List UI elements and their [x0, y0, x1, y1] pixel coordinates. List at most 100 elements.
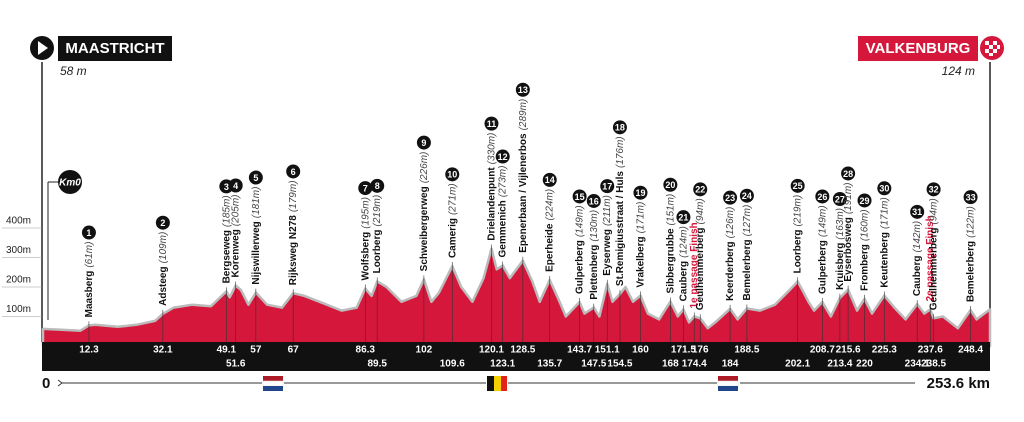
climb-number: 31: [912, 207, 922, 217]
finish-box: [858, 36, 978, 61]
climb-name: Bergseweg: [221, 230, 232, 283]
climb-name: Adsteeg: [158, 266, 169, 305]
climb-label: Adsteeg (109m): [158, 232, 169, 306]
climb-name: Cauberg: [678, 261, 689, 302]
climb-label: Rijksweg N278 (179m): [288, 180, 299, 285]
km-label: 234.1: [905, 359, 930, 370]
climb-name: Loorberg: [372, 230, 383, 274]
climb-badge: [586, 193, 601, 208]
climb-label: Korenweg (205m): [230, 194, 241, 277]
climb-badge: [926, 182, 941, 197]
climb-height: (122m): [965, 206, 976, 238]
climb-label: Gulperberg (149m): [574, 205, 585, 294]
climb-badge: [612, 120, 627, 135]
climb-label: Eperheide (224m): [544, 189, 555, 272]
climb-name: Geulhemmerberg: [695, 227, 706, 310]
climb-badge: [81, 225, 96, 240]
climb-number: 27: [835, 194, 845, 204]
climb-number: 25: [793, 181, 803, 191]
climb-badge: [857, 193, 872, 208]
climb-number: 15: [575, 192, 585, 202]
km-label: 154.5: [607, 359, 632, 370]
y-tick-label: 200m: [6, 275, 31, 286]
km-label: 160: [632, 345, 649, 356]
climb-height: (181m): [250, 187, 261, 219]
climb-height: (124m): [678, 226, 689, 258]
climb-height: (191m): [843, 182, 854, 214]
flag-nl: [717, 376, 739, 391]
climb-badge: [693, 182, 708, 197]
km0-badge: [58, 170, 82, 194]
climb-height: (127m): [742, 205, 753, 237]
climb-badge: [370, 178, 385, 193]
km-label: 248.4: [958, 345, 983, 356]
km-label: 49.1: [217, 345, 237, 356]
climb-name: Vrakelberg: [635, 236, 646, 287]
climb-number: 10: [447, 170, 457, 180]
climb-name: Eperheide: [544, 223, 555, 272]
climb-label: Bemelerberg (127m): [742, 205, 753, 301]
climb-number: 9: [421, 138, 426, 148]
climb-name: Bemelerberg: [965, 241, 976, 302]
climb-name: Gulperberg: [574, 240, 585, 294]
play-icon: [38, 41, 48, 55]
climb-name: Eyserweg: [602, 229, 613, 276]
x-axis: 0 253.6 km: [42, 375, 990, 392]
x-tick-label: 0: [42, 375, 50, 392]
climb-badge: [739, 188, 754, 203]
climb-number: 22: [695, 185, 705, 195]
climb-number: 6: [291, 167, 296, 177]
climb-badge: [445, 167, 460, 182]
start-box: [58, 36, 172, 61]
climb-name: St.Remigiusstraat / Huls: [615, 171, 626, 286]
climb-label: Schweibergerweg (226m): [419, 152, 430, 272]
climb-badge: [358, 181, 373, 196]
climb-height: (130m): [588, 210, 599, 242]
y-tick-label: 100m: [6, 304, 31, 315]
climb-badge: [248, 170, 263, 185]
climb-number: 17: [602, 181, 612, 191]
climb-number: 18: [615, 123, 625, 133]
km-bar: [42, 342, 990, 371]
climb-label: 2e passage Finish: [925, 215, 936, 301]
climb-badge: [155, 215, 170, 230]
climb-height: (94m): [928, 198, 939, 224]
climb-height: (271m): [447, 183, 458, 215]
climb-height: (219m): [372, 195, 383, 227]
km0-label: Km0: [59, 178, 81, 189]
km-label: 213.4: [827, 359, 852, 370]
climb-number: 23: [725, 193, 735, 203]
profile-area: [41, 247, 992, 348]
km-labels: 12.3 32.1 49.1 51.6 57 67 86.3 89.5 102 109.6 120.…: [79, 345, 983, 370]
climb-badge: [841, 166, 856, 181]
climb-name: Wolfsberg: [360, 232, 371, 281]
km-label: 120.1: [479, 345, 504, 356]
climb-label: Gemmenich (273m): [497, 166, 508, 258]
climb-badge: [484, 116, 499, 131]
climb-name: Epenerbaan / Vijlenerbos: [517, 133, 528, 253]
climb-height: (273m): [497, 166, 508, 198]
climb-label: Bemelerberg (122m): [965, 206, 976, 302]
climb-height: (149m): [817, 205, 828, 237]
climb-number: 29: [860, 196, 870, 206]
climb-label: Kruisberg (163m): [835, 208, 846, 290]
climb-name: Geulhemmerberg: [928, 227, 939, 310]
climb-badge: [572, 189, 587, 204]
climb-badge: [600, 179, 615, 194]
km-label: 174.4: [682, 359, 707, 370]
climb-number: 5: [253, 173, 258, 183]
climb-label: Eyserbosweg (191m): [843, 182, 854, 281]
climb-badge: [877, 181, 892, 196]
climb-label: Eyserweg (211m): [602, 195, 613, 276]
km-label: 135.7: [537, 359, 562, 370]
climb-number: 14: [545, 175, 555, 185]
climb-number: 12: [498, 152, 508, 162]
plot: 100m 200m 300m 400m Maasberg (61m) 1 Adsteeg (10…: [2, 82, 992, 348]
climb-label: Loorberg (219m): [792, 195, 803, 274]
climb-label: St.Remigiusstraat / Huls (176m): [615, 136, 626, 286]
climb-height: (224m): [544, 189, 555, 221]
climb-number: 20: [665, 180, 675, 190]
climb-label: Camerig (271m): [447, 183, 458, 258]
climb-label: 1e passage Finish: [689, 222, 700, 308]
climb-badge: [963, 190, 978, 205]
